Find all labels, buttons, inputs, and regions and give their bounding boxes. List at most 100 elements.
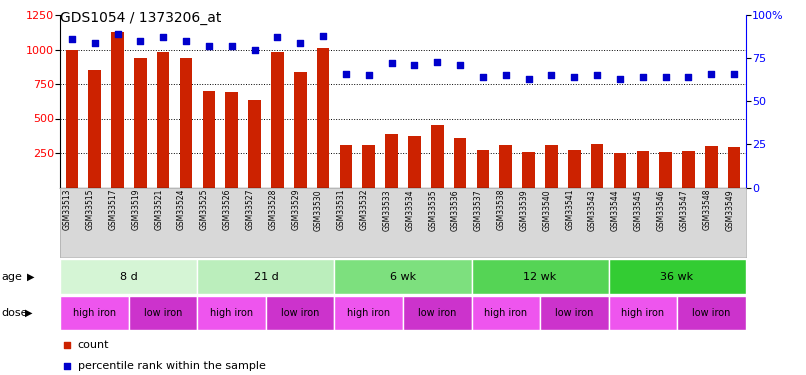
Text: GSM33529: GSM33529 <box>291 189 300 230</box>
Text: GSM33547: GSM33547 <box>679 189 688 231</box>
Text: GSM33548: GSM33548 <box>702 189 711 230</box>
Point <box>591 72 604 78</box>
Bar <box>705 146 717 188</box>
Bar <box>339 146 352 188</box>
Bar <box>134 58 147 188</box>
Text: high iron: high iron <box>347 308 390 318</box>
Text: GSM33535: GSM33535 <box>428 189 437 231</box>
Point <box>225 43 239 49</box>
Bar <box>591 144 604 188</box>
Text: GSM33546: GSM33546 <box>657 189 666 231</box>
Point <box>459 111 472 117</box>
Text: age: age <box>2 272 23 282</box>
Point <box>613 76 626 82</box>
Text: GSM33530: GSM33530 <box>314 189 323 231</box>
Bar <box>60 296 129 330</box>
Text: GSM33515: GSM33515 <box>85 189 94 230</box>
Text: GSM33521: GSM33521 <box>154 189 163 230</box>
Bar <box>682 151 695 188</box>
Text: GSM33545: GSM33545 <box>634 189 643 231</box>
Bar <box>334 296 403 330</box>
Point <box>476 74 489 80</box>
Point <box>88 40 101 46</box>
Text: GSM33525: GSM33525 <box>200 189 209 230</box>
Text: percentile rank within the sample: percentile rank within the sample <box>77 361 265 370</box>
Text: GSM33534: GSM33534 <box>405 189 414 231</box>
Point <box>362 72 375 78</box>
Text: GSM33543: GSM33543 <box>588 189 597 231</box>
Text: GSM33536: GSM33536 <box>451 189 460 231</box>
Text: 12 wk: 12 wk <box>523 272 557 282</box>
Text: GSM33513: GSM33513 <box>63 189 72 230</box>
Bar <box>157 52 169 188</box>
Bar <box>226 92 238 188</box>
Point <box>317 33 330 39</box>
Text: low iron: low iron <box>281 308 319 318</box>
Bar <box>659 152 672 188</box>
Point <box>271 34 284 40</box>
Point <box>659 74 672 80</box>
Text: GSM33528: GSM33528 <box>268 189 277 230</box>
Point <box>408 62 421 68</box>
Text: dose: dose <box>2 308 28 318</box>
Text: GSM33517: GSM33517 <box>109 189 118 230</box>
Text: GSM33527: GSM33527 <box>246 189 255 230</box>
Bar <box>609 259 746 294</box>
Text: low iron: low iron <box>692 308 730 318</box>
Bar <box>677 296 746 330</box>
Point <box>134 38 147 44</box>
Point <box>293 40 306 46</box>
Text: high iron: high iron <box>621 308 664 318</box>
Point <box>180 38 193 44</box>
Text: GSM33533: GSM33533 <box>383 189 392 231</box>
Bar <box>408 136 421 188</box>
Bar <box>545 145 558 188</box>
Bar <box>500 145 512 188</box>
Bar <box>334 259 472 294</box>
Bar <box>271 52 284 188</box>
Point <box>704 70 717 76</box>
Text: GSM33549: GSM33549 <box>725 189 734 231</box>
Bar <box>613 153 626 188</box>
Bar <box>266 296 334 330</box>
Bar <box>248 100 261 188</box>
Bar <box>60 259 197 294</box>
Text: GDS1054 / 1373206_at: GDS1054 / 1373206_at <box>60 11 222 25</box>
Text: GSM33539: GSM33539 <box>520 189 529 231</box>
Text: GSM33519: GSM33519 <box>131 189 140 230</box>
Text: low iron: low iron <box>418 308 456 318</box>
Text: count: count <box>77 340 109 350</box>
Bar <box>472 296 540 330</box>
Bar <box>637 151 649 188</box>
Text: GSM33537: GSM33537 <box>474 189 483 231</box>
Bar <box>609 296 677 330</box>
Bar <box>317 48 330 188</box>
Bar <box>363 146 375 188</box>
Bar <box>197 259 334 294</box>
Bar <box>180 58 193 188</box>
Point <box>111 31 124 37</box>
Text: GSM33526: GSM33526 <box>222 189 232 230</box>
Text: high iron: high iron <box>484 308 527 318</box>
Text: GSM33538: GSM33538 <box>496 189 506 230</box>
Bar <box>202 91 215 188</box>
Point <box>636 74 649 80</box>
Bar <box>65 50 78 188</box>
Text: GSM33524: GSM33524 <box>177 189 186 230</box>
Bar <box>728 147 741 188</box>
Point <box>567 74 580 80</box>
Text: 36 wk: 36 wk <box>660 272 694 282</box>
Text: low iron: low iron <box>144 308 182 318</box>
Point <box>728 70 741 76</box>
Bar <box>385 134 398 188</box>
Point <box>454 62 467 68</box>
Text: low iron: low iron <box>555 308 593 318</box>
Text: 6 wk: 6 wk <box>390 272 416 282</box>
Bar <box>403 296 472 330</box>
Text: GSM33531: GSM33531 <box>337 189 346 230</box>
Text: high iron: high iron <box>210 308 253 318</box>
Bar <box>568 150 580 188</box>
Bar <box>197 296 266 330</box>
Point <box>156 34 169 40</box>
Text: GSM33541: GSM33541 <box>565 189 574 230</box>
